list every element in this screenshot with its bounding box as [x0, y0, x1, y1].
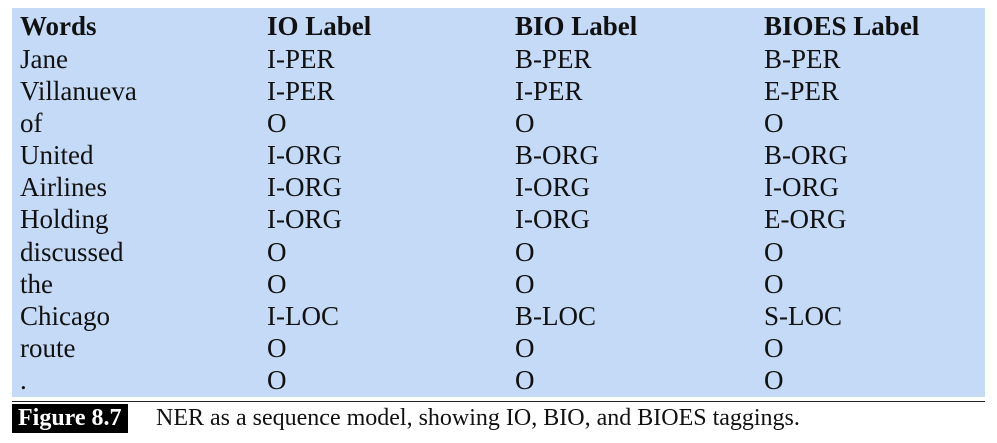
table-row: route O O O [12, 332, 985, 364]
table-row: . O O O [12, 364, 985, 396]
bio-label-cell: I-ORG [515, 204, 590, 234]
io-label-cell: I-LOC [267, 301, 339, 331]
bio-label-cell: O [515, 108, 535, 138]
bio-label-cell: O [515, 333, 535, 363]
word-cell: Holding [20, 204, 109, 234]
bioes-label-cell: O [764, 365, 784, 395]
table-row: Villanueva I-PER I-PER E-PER [12, 75, 985, 107]
table-row: Chicago I-LOC B-LOC S-LOC [12, 300, 985, 332]
bio-label-cell: O [515, 237, 535, 267]
bio-label-cell: B-ORG [515, 140, 600, 170]
io-label-cell: O [267, 269, 287, 299]
header-io-label: IO Label [267, 11, 372, 41]
table-row: Jane I-PER B-PER B-PER [12, 43, 985, 75]
table-row: United I-ORG B-ORG B-ORG [12, 139, 985, 171]
io-label-cell: O [267, 333, 287, 363]
io-label-cell: I-ORG [267, 140, 342, 170]
io-label-cell: I-ORG [267, 204, 342, 234]
table-row: Airlines I-ORG I-ORG I-ORG [12, 171, 985, 203]
word-cell: Chicago [20, 301, 110, 331]
io-label-cell: I-PER [267, 76, 335, 106]
word-cell: Villanueva [20, 76, 137, 106]
bioes-label-cell: O [764, 237, 784, 267]
bioes-label-cell: B-ORG [764, 140, 849, 170]
table-row: discussed O O O [12, 236, 985, 268]
bio-label-cell: O [515, 269, 535, 299]
word-cell: the [20, 269, 53, 299]
caption-text: NER as a sequence model, showing IO, BIO… [156, 405, 800, 431]
bio-label-cell: O [515, 365, 535, 395]
word-cell: United [20, 140, 94, 170]
word-cell: Jane [20, 44, 68, 74]
bioes-label-cell: O [764, 333, 784, 363]
bio-label-cell: B-PER [515, 44, 592, 74]
bioes-label-cell: S-LOC [764, 301, 843, 331]
bio-label-cell: B-LOC [515, 301, 596, 331]
header-words: Words [20, 11, 97, 41]
word-cell: discussed [20, 237, 124, 267]
io-label-cell: I-PER [267, 44, 335, 74]
word-cell: of [20, 108, 43, 138]
io-label-cell: O [267, 108, 287, 138]
bioes-label-cell: B-PER [764, 44, 841, 74]
table-row: the O O O [12, 268, 985, 300]
bio-label-cell: I-PER [515, 76, 583, 106]
header-bioes-label: BIOES Label [764, 11, 920, 41]
caption-divider [12, 401, 985, 402]
table-row: Holding I-ORG I-ORG E-ORG [12, 203, 985, 235]
word-cell: . [20, 365, 27, 395]
bioes-label-cell: I-ORG [764, 172, 839, 202]
io-label-cell: O [267, 365, 287, 395]
bioes-label-cell: E-ORG [764, 204, 847, 234]
bio-label-cell: I-ORG [515, 172, 590, 202]
table-row: of O O O [12, 107, 985, 139]
header-bio-label: BIO Label [515, 11, 638, 41]
bioes-label-cell: E-PER [764, 76, 840, 106]
word-cell: Airlines [20, 172, 107, 202]
ner-tagging-table: Words IO Label BIO Label BIOES Label Jan… [12, 8, 985, 397]
io-label-cell: I-ORG [267, 172, 342, 202]
figure-caption: Figure 8.7 NER as a sequence model, show… [12, 404, 987, 434]
table-header-row: Words IO Label BIO Label BIOES Label [12, 10, 985, 42]
bioes-label-cell: O [764, 108, 784, 138]
io-label-cell: O [267, 237, 287, 267]
bioes-label-cell: O [764, 269, 784, 299]
word-cell: route [20, 333, 76, 363]
figure-label: Figure 8.7 [12, 404, 128, 433]
